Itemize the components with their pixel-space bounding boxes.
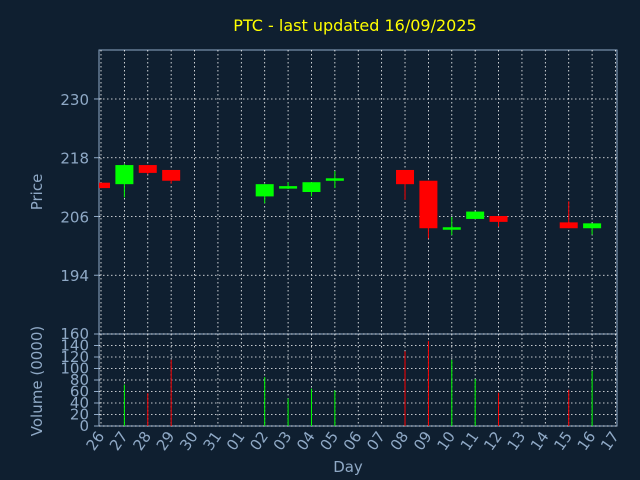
candle-body	[559, 222, 578, 229]
chart-title: PTC - last updated 16/09/2025	[233, 16, 476, 35]
price-tick-label: 206	[60, 208, 89, 226]
day-axis-label: Day	[333, 458, 363, 476]
volume-tick-label: 80	[70, 371, 89, 389]
candle-body	[279, 186, 298, 189]
candle-body	[325, 178, 344, 181]
volume-tick-label: 40	[70, 394, 89, 412]
volume-tick-label: 160	[60, 325, 89, 343]
candle-body	[115, 165, 134, 185]
volume-tick-label: 0	[79, 417, 89, 435]
volume-tick-label: 60	[70, 383, 89, 401]
price-axis-label: Price	[28, 174, 46, 211]
price-panel: 194 206 218 230	[60, 49, 618, 335]
volume-tick-label: 100	[60, 360, 89, 378]
candle-body	[138, 165, 157, 173]
candle-body	[396, 169, 415, 185]
candle-body	[442, 227, 461, 230]
candle-body	[489, 215, 508, 222]
candle-body	[162, 169, 181, 181]
volume-tick-label: 120	[60, 348, 89, 366]
volume-tick-label: 140	[60, 337, 89, 355]
candle-body	[255, 184, 274, 197]
volume-tick-label: 20	[70, 406, 89, 424]
candle-body	[466, 211, 485, 219]
volume-axis-label: Volume (0000)	[28, 326, 46, 436]
price-tick-label: 218	[60, 150, 89, 168]
candle-body	[302, 182, 321, 192]
price-tick-label: 194	[60, 267, 89, 285]
candle-body	[583, 223, 602, 229]
candle-body	[419, 180, 438, 229]
price-tick-label: 230	[60, 91, 89, 109]
candle-body	[99, 182, 110, 189]
